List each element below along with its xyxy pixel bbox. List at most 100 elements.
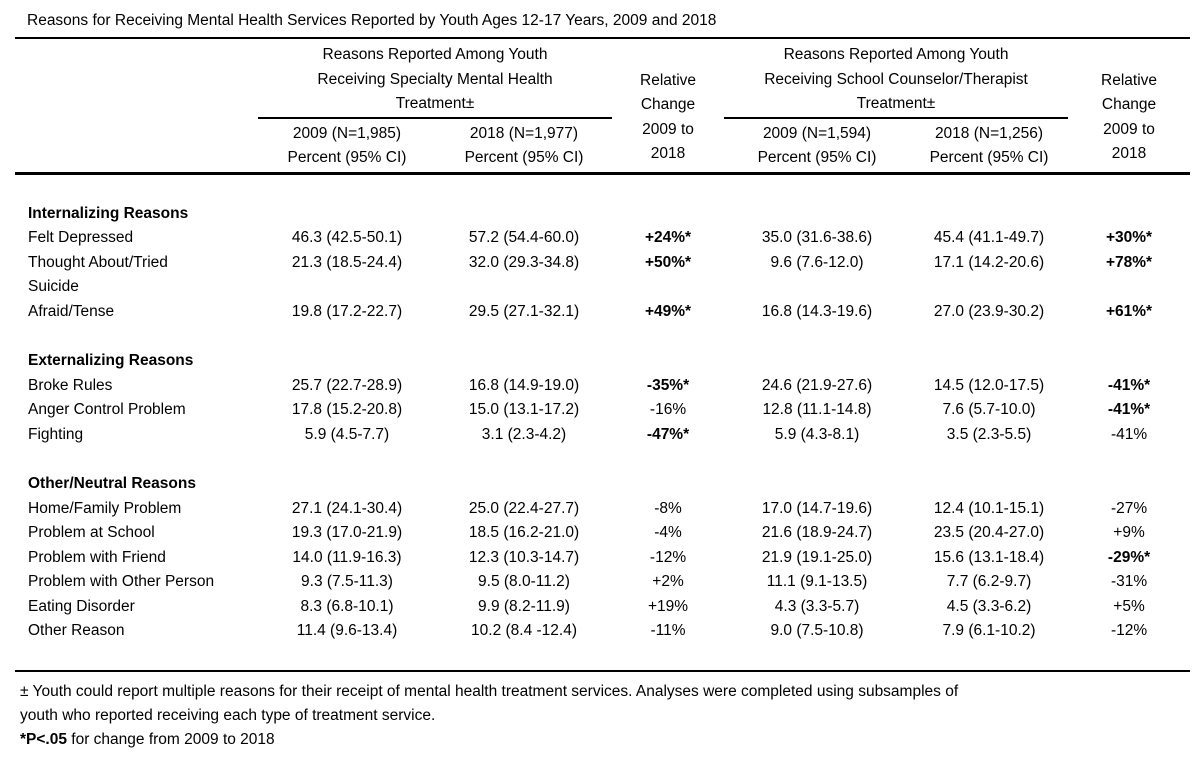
relative-change-header-school: Relative Change 2009 to 2018 — [1068, 38, 1191, 175]
spacer-cell — [15, 173, 1190, 202]
cell-percent-ci: 5.9 (4.5-7.7) — [304, 425, 390, 443]
row-label: Problem with Friend — [28, 548, 166, 566]
cell-relative-change: +24%* — [644, 229, 692, 246]
section-heading: Internalizing Reasons — [28, 204, 189, 222]
row-label: Problem with Other Person — [28, 573, 215, 590]
cell-percent-ci: 24.6 (21.9-27.6) — [761, 376, 873, 394]
row-label: Thought About/Tried Suicide — [28, 253, 168, 296]
reasons-table: Reasons Reported Among Youth Receiving S… — [15, 37, 1191, 672]
group-title-line: Reasons Reported Among Youth — [783, 46, 1009, 63]
cell-relative-change: +49%* — [644, 302, 692, 320]
cell-percent-ci: 21.6 (18.9-24.7) — [761, 524, 873, 541]
cell-percent-ci: 14.5 (12.0-17.5) — [933, 376, 1045, 394]
document-page: Reasons for Receiving Mental Health Serv… — [0, 11, 1201, 760]
cell-percent-ci: 17.0 (14.7-19.6) — [761, 499, 873, 517]
cell-percent-ci: 4.5 (3.3-6.2) — [946, 597, 1032, 615]
cell-relative-change: -12% — [1110, 622, 1148, 639]
cell-percent-ci: 9.3 (7.5-11.3) — [301, 573, 393, 590]
footnote-pvalue: *P<.05 — [20, 731, 67, 749]
label-column-header — [15, 38, 258, 175]
table-row: Problem with Friend 14.0 (11.9-16.3) 12.3 … — [15, 546, 1190, 571]
cell-relative-change: +50%* — [644, 253, 692, 271]
cell-relative-change: -4% — [654, 524, 682, 541]
cell-percent-ci: 9.9 (8.2-11.9) — [478, 597, 570, 615]
cell-percent-ci: 27.1 (24.1-30.4) — [291, 499, 403, 517]
cell-percent-ci: 15.6 (13.1-18.4) — [933, 548, 1045, 566]
cell-percent-ci: 9.0 (7.5-10.8) — [770, 622, 864, 639]
cell-percent-ci: 5.9 (4.3-8.1) — [774, 425, 860, 443]
group-title-line: Treatment± — [395, 95, 475, 112]
table-row: Home/Family Problem 27.1 (24.1-30.4) 25.0 … — [15, 497, 1190, 522]
spacer-row — [15, 173, 1190, 202]
cell-relative-change: +9% — [1113, 524, 1145, 541]
cell-relative-change: -41%* — [1107, 376, 1151, 394]
cell-relative-change: -12% — [649, 548, 687, 566]
table-row: Fighting 5.9 (4.5-7.7) 3.1 (2.3-4.2) -47%* 5… — [15, 423, 1190, 448]
group-title-line: Receiving Specialty Mental Health — [317, 70, 553, 88]
row-label: Anger Control Problem — [28, 401, 186, 418]
cell-relative-change: +61%* — [1105, 302, 1153, 320]
cell-percent-ci: 12.3 (10.3-14.7) — [468, 548, 580, 566]
cell-percent-ci: 19.8 (17.2-22.7) — [291, 302, 403, 320]
cell-percent-ci: 11.1 (9.1-13.5) — [766, 573, 868, 590]
spacer-cell — [15, 643, 1191, 672]
section-heading-row: Internalizing Reasons — [15, 202, 1190, 227]
column-header-specialty-2018: 2018 (N=1,977) Percent (95% CI) — [436, 117, 613, 175]
footnote-multiple-reasons: ± Youth could report multiple reasons fo… — [20, 682, 959, 724]
column-header-school-2009: 2009 (N=1,594) Percent (95% CI) — [724, 117, 911, 175]
cell-percent-ci: 23.5 (20.4-27.0) — [933, 524, 1045, 541]
row-label: Home/Family Problem — [28, 499, 182, 517]
cell-percent-ci: 25.0 (22.4-27.7) — [468, 499, 580, 517]
column-header-school-2018: 2018 (N=1,256) Percent (95% CI) — [910, 117, 1069, 175]
cell-percent-ci: 12.4 (10.1-15.1) — [933, 499, 1045, 517]
table-row: Problem at School 19.3 (17.0-21.9) 18.5 (1… — [15, 521, 1190, 546]
row-label: Other Reason — [28, 622, 125, 639]
cell-percent-ci: 25.7 (22.7-28.9) — [291, 376, 403, 394]
cell-percent-ci: 7.9 (6.1-10.2) — [942, 622, 1036, 639]
cell-percent-ci: 17.1 (14.2-20.6) — [933, 253, 1045, 271]
row-label: Broke Rules — [28, 376, 113, 394]
row-label: Felt Depressed — [28, 229, 134, 246]
table-row: Problem with Other Person 9.3 (7.5-11.3) 9… — [15, 570, 1190, 595]
footnote-significance: *P<.05 for change from 2009 to 2018 — [20, 731, 275, 749]
row-label: Eating Disorder — [28, 597, 135, 615]
cell-percent-ci: 8.3 (6.8-10.1) — [300, 597, 394, 615]
cell-percent-ci: 46.3 (42.5-50.1) — [291, 229, 403, 246]
relative-change-header-specialty: Relative Change 2009 to 2018 — [612, 38, 725, 175]
specialty-group-header: Reasons Reported Among Youth Receiving S… — [258, 38, 613, 119]
spacer-row — [15, 324, 1190, 349]
group-title-line: Receiving School Counselor/Therapist — [764, 70, 1028, 88]
cell-percent-ci: 35.0 (31.6-38.6) — [761, 229, 873, 246]
cell-relative-change: -29%* — [1107, 548, 1151, 566]
cell-relative-change: -41% — [1110, 425, 1148, 443]
cell-percent-ci: 19.3 (17.0-21.9) — [291, 524, 403, 541]
table-row: Thought About/Tried Suicide 21.3 (18.5-24… — [15, 251, 1190, 300]
cell-relative-change: -35%* — [646, 376, 690, 394]
spacer-row — [15, 447, 1190, 472]
row-label: Problem at School — [28, 524, 155, 541]
table-row: Felt Depressed 46.3 (42.5-50.1) 57.2 (54.4… — [15, 226, 1190, 251]
cell-percent-ci: 7.7 (6.2-9.7) — [946, 573, 1032, 590]
table-row: Anger Control Problem 17.8 (15.2-20.8) 15.… — [15, 398, 1190, 423]
table-row: Other Reason 11.4 (9.6-13.4) 10.2 (8.4 -12… — [15, 619, 1190, 644]
table-row: Afraid/Tense 19.8 (17.2-22.7) 29.5 (27.1-3… — [15, 300, 1190, 325]
cell-percent-ci: 16.8 (14.9-19.0) — [468, 376, 580, 394]
section-heading: Externalizing Reasons — [28, 352, 194, 369]
page-title: Reasons for Receiving Mental Health Serv… — [27, 12, 717, 29]
cell-percent-ci: 7.6 (5.7-10.0) — [942, 401, 1036, 418]
spacer-cell — [15, 324, 1190, 349]
section-heading: Other/Neutral Reasons — [28, 475, 196, 492]
table-header: Reasons Reported Among Youth Receiving S… — [15, 38, 1191, 175]
row-label: Afraid/Tense — [28, 302, 115, 320]
cell-percent-ci: 15.0 (13.1-17.2) — [468, 401, 580, 418]
cell-relative-change: -8% — [654, 499, 682, 517]
row-label: Fighting — [28, 425, 84, 443]
cell-percent-ci: 4.3 (3.3-5.7) — [774, 597, 860, 615]
cell-percent-ci: 16.8 (14.3-19.6) — [761, 302, 873, 320]
cell-relative-change: -47%* — [646, 425, 690, 443]
cell-relative-change: +78%* — [1105, 253, 1153, 271]
cell-percent-ci: 32.0 (29.3-34.8) — [468, 253, 580, 271]
school-group-header: Reasons Reported Among Youth Receiving S… — [724, 38, 1069, 119]
cell-percent-ci: 14.0 (11.9-16.3) — [292, 548, 402, 566]
cell-percent-ci: 57.2 (54.4-60.0) — [468, 229, 580, 246]
